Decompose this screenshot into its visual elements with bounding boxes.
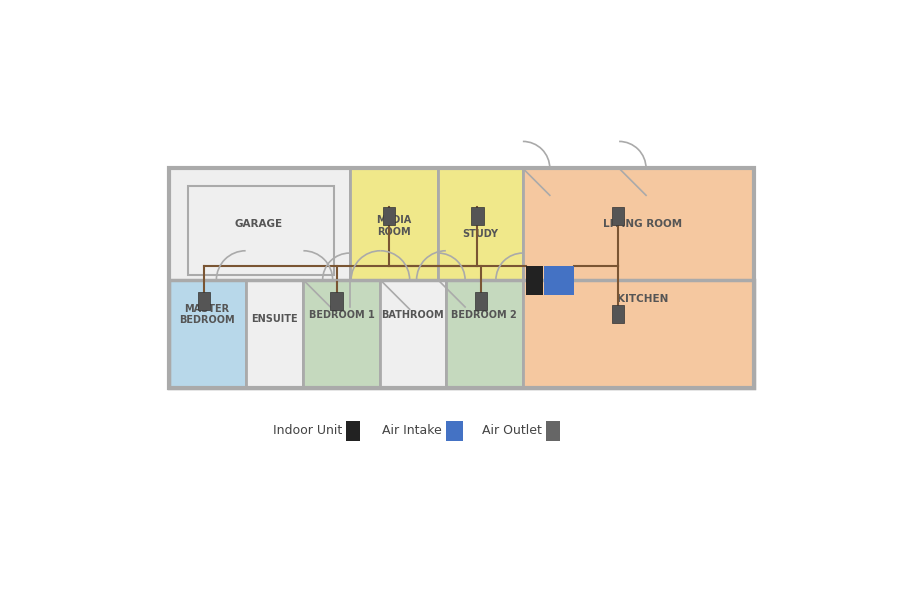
Text: LIVING ROOM: LIVING ROOM (603, 219, 682, 229)
Text: GARAGE: GARAGE (235, 219, 283, 229)
Text: ENSUITE: ENSUITE (251, 314, 298, 323)
Text: STUDY: STUDY (463, 229, 499, 239)
Bar (246, 280, 303, 388)
Bar (349, 168, 438, 280)
Bar (330, 291, 343, 310)
Bar (446, 280, 523, 388)
Bar (446, 421, 463, 441)
Bar (546, 421, 560, 441)
Bar (382, 207, 395, 225)
Bar (523, 168, 754, 388)
Text: BATHROOM: BATHROOM (382, 310, 444, 320)
Bar (168, 280, 754, 388)
Text: Air Intake: Air Intake (382, 424, 442, 438)
Bar (381, 280, 446, 388)
Bar (612, 207, 625, 225)
Bar (188, 186, 334, 275)
Bar (303, 280, 381, 388)
Bar (168, 168, 349, 280)
Bar (438, 168, 523, 280)
Text: MEDIA
ROOM: MEDIA ROOM (376, 215, 411, 237)
Bar (526, 266, 543, 296)
Bar (346, 421, 360, 441)
Bar (523, 168, 754, 280)
Text: Air Outlet: Air Outlet (482, 424, 542, 438)
Bar (472, 207, 483, 225)
Text: BEDROOM 1: BEDROOM 1 (309, 310, 374, 320)
Bar (168, 280, 246, 388)
Text: BEDROOM 2: BEDROOM 2 (452, 310, 518, 320)
Text: KITCHEN: KITCHEN (616, 294, 668, 304)
Text: MASTER
BEDROOM: MASTER BEDROOM (179, 304, 235, 326)
Text: Indoor Unit: Indoor Unit (273, 424, 342, 438)
Bar (168, 168, 754, 388)
Bar (198, 291, 211, 310)
Bar (612, 305, 625, 323)
Bar (475, 291, 488, 310)
Bar (544, 266, 573, 296)
